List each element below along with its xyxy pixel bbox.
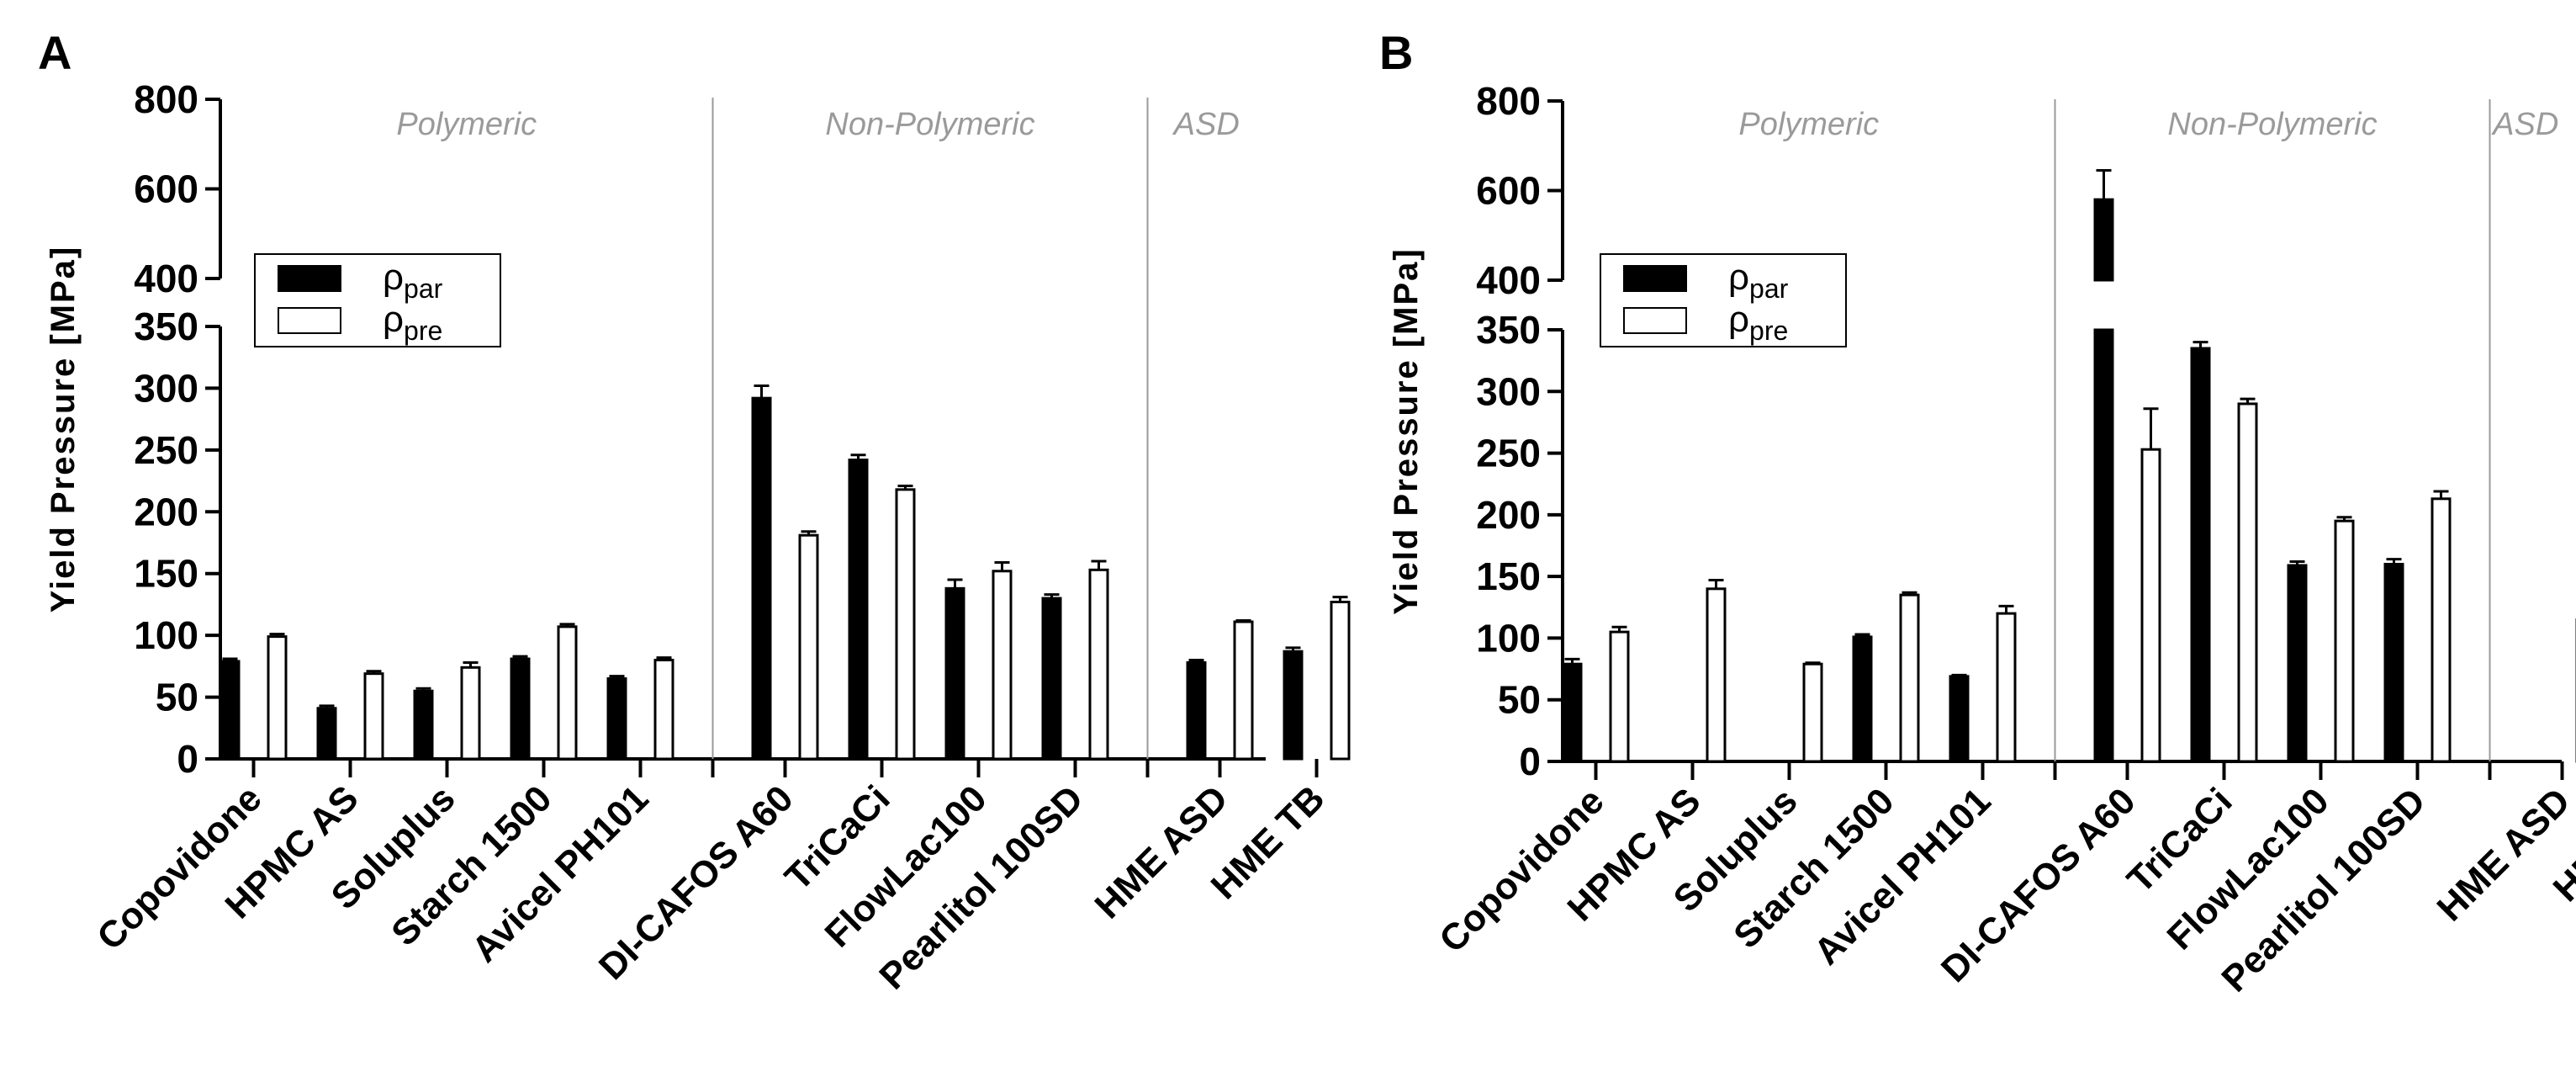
bar-rho-pre-soluplus [1802, 662, 1823, 763]
bar-rho-par-hme-tb [1283, 650, 1304, 761]
bar-rho-par-tricaci [848, 459, 869, 761]
bar-rho-pre-pearlitol-100sd [2431, 497, 2452, 763]
bar-rho-pre-starch-1500 [557, 625, 578, 761]
y-tick-label: 0 [177, 737, 198, 781]
bar-rho-pre-copovidone [267, 635, 288, 761]
y-axis-label: Yield Pressure [MPa] [45, 246, 82, 613]
panel-letter: B [1379, 26, 1413, 79]
group-label: Non-Polymeric [2167, 107, 2377, 142]
legend-label-pre: ρpre [383, 299, 442, 346]
bar-rho-pre-avicel-ph101 [1996, 612, 2017, 763]
legend-swatch-par [278, 265, 341, 292]
group-label: Polymeric [1738, 107, 1879, 142]
bar-rho-pre-di-cafos-a60 [798, 533, 819, 761]
bar-rho-par-avicel-ph101 [606, 677, 627, 761]
bar-rho-pre-tricaci [2237, 402, 2258, 763]
group-label: Polymeric [396, 107, 537, 142]
bar-rho-pre-soluplus [460, 666, 481, 761]
bar-rho-par-starch-1500 [1852, 635, 1873, 763]
legend-swatch-pre [1623, 307, 1687, 334]
bar-rho-par-avicel-ph101 [1949, 675, 1970, 763]
bar-rho-pre-flowlac100 [2334, 519, 2355, 763]
bar-rho-pre-pearlitol-100sd [1088, 568, 1109, 761]
x-category-label: Copovidone [1431, 780, 1611, 960]
bar-rho-par-hme-asd [1186, 660, 1207, 761]
y-axis-label: Yield Pressure [MPa] [1388, 247, 1425, 614]
y-tick-label: 0 [1519, 740, 1541, 783]
y-tick-label: 150 [1476, 554, 1541, 598]
y-tick-label: 150 [134, 552, 198, 596]
bar-rho-pre-avicel-ph101 [653, 659, 674, 761]
y-tick-label: 400 [1476, 258, 1541, 302]
legend-label-par: ρpar [1728, 257, 1789, 304]
bar-rho-par-hpmc-as [316, 707, 337, 761]
group-label: ASD [2491, 107, 2558, 142]
y-tick-label: 250 [1476, 432, 1541, 475]
y-tick-label: 350 [134, 305, 198, 348]
y-tick-label: 350 [1476, 308, 1541, 352]
bar-rho-par-di-cafos-a60-upper [2093, 198, 2114, 282]
panel-letter: A [38, 26, 71, 79]
bar-rho-pre-tricaci [895, 488, 916, 761]
y-tick-label: 600 [134, 167, 198, 211]
y-tick-label: 50 [156, 676, 198, 719]
bar-rho-pre-hme-tb [1330, 600, 1351, 761]
bar-rho-par-pearlitol-100sd [2383, 562, 2404, 763]
y-tick-label: 300 [134, 366, 198, 410]
legend-label-par: ρpar [383, 257, 443, 304]
bar-rho-pre-flowlac100 [992, 570, 1013, 761]
y-tick-label: 800 [134, 77, 198, 121]
y-tick-label: 400 [134, 257, 198, 300]
x-category-label: HME ASD [1087, 777, 1236, 926]
bar-rho-par-copovidone [220, 660, 241, 761]
chart-panel-b: B Yield Pressure [MPa] 0 50 100 150 200 250 300 3… [1379, 26, 2576, 1000]
x-category-label: HME ASD [2430, 780, 2576, 929]
bar-rho-par-flowlac100 [2287, 564, 2308, 763]
y-tick-label: 800 [1476, 79, 1541, 123]
group-label: ASD [1172, 107, 1240, 142]
group-label: Non-Polymeric [825, 107, 1034, 142]
bar-rho-par-copovidone [1562, 662, 1583, 763]
bar-rho-par-flowlac100 [944, 586, 965, 761]
legend-swatch-par [1623, 265, 1687, 292]
chart-panel-a: A Yield Pressure [MPa] 0 50 100 150 200 250 300 3… [38, 26, 1351, 998]
bar-rho-par-pearlitol-100sd [1041, 597, 1062, 761]
y-tick-label: 300 [1476, 369, 1541, 413]
bar-rho-pre-hpmc-as [1706, 587, 1727, 763]
y-tick-label: 100 [134, 613, 198, 657]
y-tick-label: 200 [1476, 493, 1541, 537]
legend-swatch-pre [278, 307, 341, 334]
bar-rho-par-tricaci [2190, 347, 2211, 763]
bar-rho-pre-starch-1500 [1899, 593, 1920, 763]
legend-label-pre: ρpre [1728, 299, 1788, 346]
y-tick-label: 600 [1476, 169, 1541, 213]
bar-rho-par-di-cafos-a60 [751, 396, 772, 761]
bar-rho-par-soluplus [413, 689, 434, 761]
bar-rho-pre-hpmc-as [363, 672, 384, 761]
bar-rho-pre-hme-asd [1233, 620, 1254, 761]
bar-rho-par-di-cafos-a60-lower [2093, 328, 2114, 763]
x-category-label: Copovidone [89, 777, 269, 957]
y-tick-label: 200 [134, 490, 198, 533]
y-tick-label: 250 [134, 428, 198, 472]
y-tick-label: 50 [1498, 678, 1541, 722]
bar-rho-par-starch-1500 [510, 657, 531, 761]
bar-rho-pre-copovidone [1609, 630, 1630, 763]
y-tick-label: 100 [1476, 616, 1541, 660]
bar-rho-pre-di-cafos-a60 [2140, 448, 2161, 763]
